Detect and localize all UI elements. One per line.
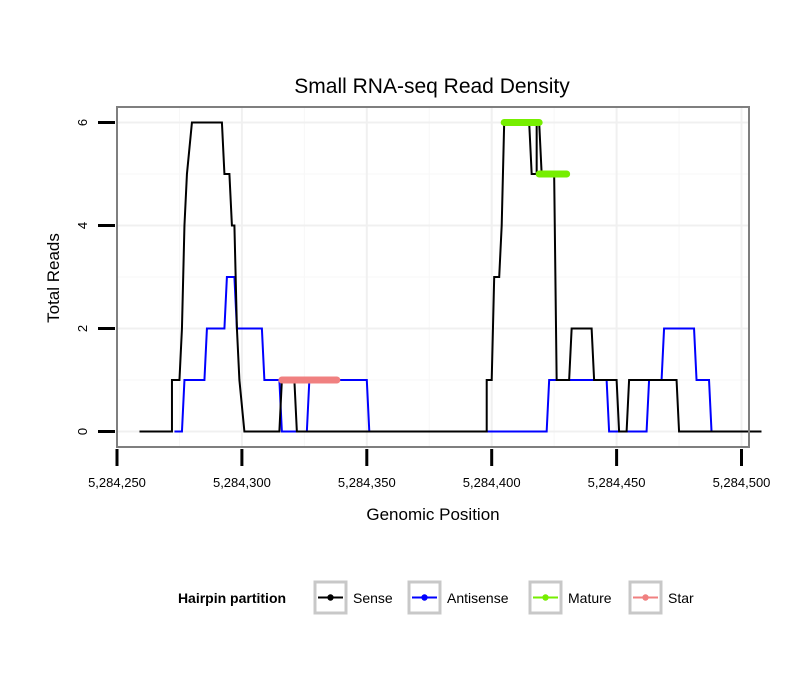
legend-key-dot-sense (327, 594, 334, 601)
y-axis-label: Total Reads (44, 233, 63, 323)
x-tick-label: 5,284,250 (88, 475, 146, 490)
x-tick-label: 5,284,350 (338, 475, 396, 490)
grid-lines (116, 107, 749, 447)
series-line-sense (139, 121, 762, 433)
x-tick-label: 5,284,400 (463, 475, 521, 490)
legend-key-dot-antisense (421, 594, 428, 601)
x-axis-label: Genomic Position (366, 505, 499, 524)
x-tick-label: 5,284,300 (213, 475, 271, 490)
legend-key-dot-star (642, 594, 649, 601)
y-tick-label: 4 (75, 222, 90, 229)
x-tick-label: 5,284,450 (588, 475, 646, 490)
legend-label-mature: Mature (568, 590, 612, 606)
y-axis: 0 2 4 6 (75, 119, 115, 435)
y-tick-label: 6 (75, 119, 90, 126)
chart-title: Small RNA-seq Read Density (294, 75, 570, 98)
plot-border (116, 106, 750, 448)
y-tick-label: 2 (75, 325, 90, 332)
legend: Hairpin partition Sense Antisense Mature St… (178, 580, 694, 615)
legend-key-dot-mature (542, 594, 549, 601)
x-tick-label: 5,284,500 (713, 475, 771, 490)
legend-title: Hairpin partition (178, 590, 286, 606)
x-axis: 5,284,250 5,284,300 5,284,350 5,284,400 5,28… (88, 449, 770, 490)
legend-label-sense: Sense (353, 590, 393, 606)
legend-label-antisense: Antisense (447, 590, 509, 606)
partition-segments (278, 118, 571, 384)
y-tick-label: 0 (75, 428, 90, 435)
legend-label-star: Star (668, 590, 694, 606)
